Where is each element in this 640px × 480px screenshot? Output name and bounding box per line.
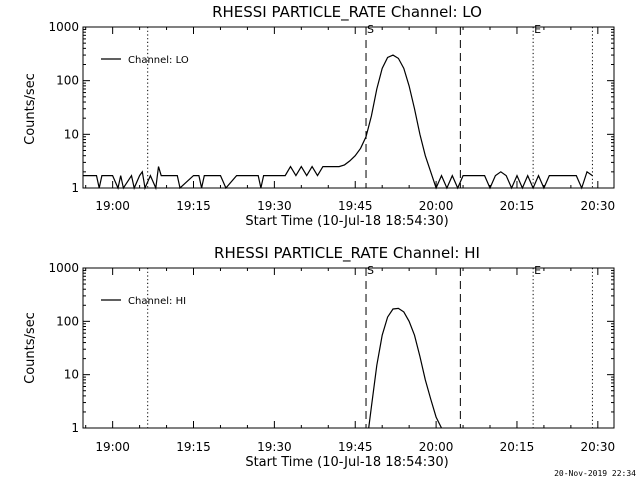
plot-frame-lo xyxy=(82,26,615,189)
y-tick-label: 100 xyxy=(56,314,79,328)
legend-label-hi: Channel: HI xyxy=(128,296,186,307)
x-tick-label: 19:45 xyxy=(338,199,373,213)
y-axis-label-lo: Counts/sec xyxy=(23,73,38,145)
y-tick-label: 10 xyxy=(64,368,79,382)
x-axis-label-lo: Start Time (10-Jul-18 18:54:30) xyxy=(245,214,448,229)
time-marker-label: E xyxy=(534,23,541,36)
y-tick-label: 1000 xyxy=(48,20,79,34)
series-line-lo xyxy=(83,54,593,191)
time-marker-label: S xyxy=(367,23,374,36)
time-marker-label: S xyxy=(367,264,374,277)
series-line-hi xyxy=(368,307,443,429)
x-tick-label: 20:30 xyxy=(581,440,616,454)
y-tick-label: 100 xyxy=(56,74,79,88)
x-tick-label: 19:30 xyxy=(257,199,292,213)
x-tick-label: 20:15 xyxy=(500,440,535,454)
time-marker-label: E xyxy=(534,264,541,277)
x-tick-label: 20:30 xyxy=(581,199,616,213)
y-tick-label: 1 xyxy=(71,181,79,195)
x-tick-label: 20:15 xyxy=(500,199,535,213)
x-tick-label: 19:00 xyxy=(95,199,130,213)
x-tick-label: 19:45 xyxy=(338,440,373,454)
legend-label-lo: Channel: LO xyxy=(128,55,189,66)
x-tick-label: 19:30 xyxy=(257,440,292,454)
y-tick-label: 1 xyxy=(71,421,79,435)
x-axis-label-hi: Start Time (10-Jul-18 18:54:30) xyxy=(245,455,448,470)
x-tick-label: 19:15 xyxy=(176,199,211,213)
chart-title-lo: RHESSI PARTICLE_RATE Channel: LO xyxy=(212,3,482,22)
x-tick-label: 20:00 xyxy=(419,440,454,454)
y-tick-label: 1000 xyxy=(48,261,79,275)
x-tick-label: 19:15 xyxy=(176,440,211,454)
x-tick-label: 19:00 xyxy=(95,440,130,454)
chart-title-hi: RHESSI PARTICLE_RATE Channel: HI xyxy=(214,244,480,263)
timestamp-label: 20-Nov-2019 22:34 xyxy=(554,469,636,478)
plot-frame-hi xyxy=(82,267,615,429)
y-axis-label-hi: Counts/sec xyxy=(23,312,38,384)
x-tick-label: 20:00 xyxy=(419,199,454,213)
y-tick-label: 10 xyxy=(64,127,79,141)
